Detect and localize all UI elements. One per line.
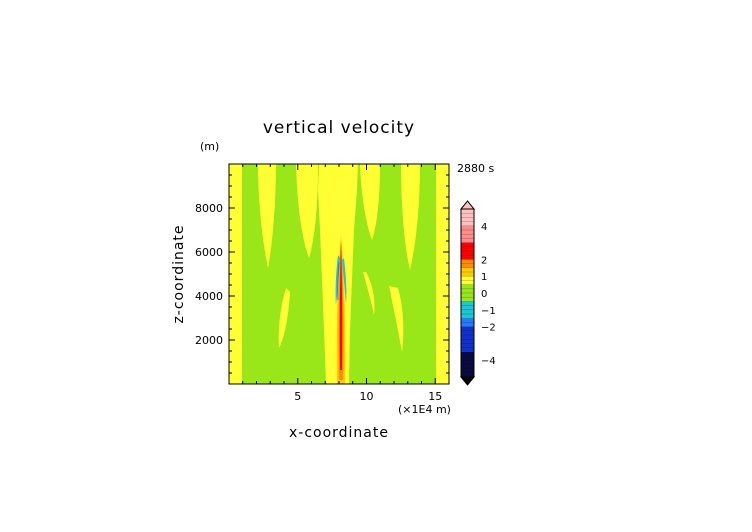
x-axis-ticks: 5 10 15 bbox=[242, 164, 442, 403]
colorbar-segment bbox=[461, 301, 474, 319]
colorbar-tick-label: 0 bbox=[481, 289, 487, 300]
colorbar-segment bbox=[461, 318, 474, 327]
colorbar-segment bbox=[461, 259, 474, 268]
upper-right-plume-1 bbox=[360, 164, 380, 240]
colorbar-tick-label: 4 bbox=[481, 222, 487, 233]
colorbar-segment bbox=[461, 242, 474, 260]
right-edge-band bbox=[436, 164, 449, 384]
colorbar-tick-label: −1 bbox=[481, 306, 496, 317]
y-tick-label: 2000 bbox=[195, 334, 223, 347]
upper-left-plume-1 bbox=[258, 164, 276, 268]
upper-right-plume-2 bbox=[401, 164, 420, 270]
y-axis-ticks: 2000 4000 6000 8000 bbox=[195, 174, 449, 374]
y-tick-label: 4000 bbox=[195, 290, 223, 303]
x-unit-label: (×1E4 m) bbox=[398, 403, 451, 416]
y-unit-label: (m) bbox=[200, 140, 219, 153]
colorbar-labels: 4 2 1 0 −1 −2 −4 bbox=[481, 222, 496, 367]
colorbar-segment bbox=[461, 284, 474, 302]
x-tick-label: 5 bbox=[294, 390, 301, 403]
lower-left-lobe bbox=[278, 288, 290, 348]
time-label: 2880 s bbox=[457, 162, 494, 175]
colorbar bbox=[459, 200, 476, 386]
colorbar-segment bbox=[461, 351, 474, 377]
chart-title: vertical velocity bbox=[263, 118, 415, 138]
lower-right-lobe bbox=[389, 286, 404, 352]
colorbar-tick-label: −4 bbox=[481, 356, 496, 367]
colorbar-tick-label: 2 bbox=[481, 255, 487, 266]
positive-bands bbox=[229, 164, 449, 384]
colorbar-segment bbox=[461, 276, 474, 285]
x-tick-label: 10 bbox=[360, 390, 374, 403]
updraft-core bbox=[335, 235, 347, 384]
x-tick-label: 15 bbox=[428, 390, 442, 403]
y-axis-label: z-coordinate bbox=[171, 224, 187, 323]
colorbar-segment bbox=[461, 326, 474, 352]
colorbar-tick-label: 1 bbox=[481, 272, 487, 283]
colorbar-tick-label: −2 bbox=[481, 323, 496, 334]
colorbar-segment bbox=[461, 225, 474, 243]
velocity-field bbox=[229, 164, 449, 384]
y-tick-label: 8000 bbox=[195, 202, 223, 215]
mid-right-lobe bbox=[363, 272, 375, 315]
x-axis-label: x-coordinate bbox=[289, 425, 389, 441]
y-tick-label: 6000 bbox=[195, 246, 223, 259]
colorbar-segment bbox=[461, 209, 474, 226]
colorbar-min-arrow bbox=[459, 376, 476, 386]
colorbar-max-arrow bbox=[459, 200, 476, 210]
colorbar-segment bbox=[461, 267, 474, 277]
upper-left-plume-2 bbox=[296, 164, 318, 258]
left-edge-band bbox=[229, 164, 242, 384]
